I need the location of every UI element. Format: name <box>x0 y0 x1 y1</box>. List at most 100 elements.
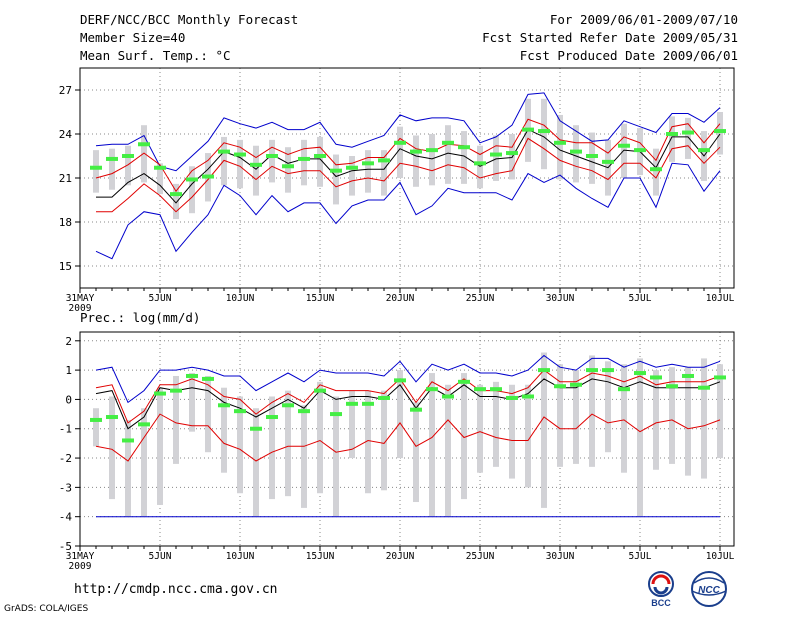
prec-ensemble-box <box>701 358 707 479</box>
temp-y-tick-label: 21 <box>59 172 72 185</box>
temp-x-tick-label: 31MAY <box>66 293 95 304</box>
temp-ensemble-box <box>445 125 451 184</box>
temp-ensemble-box <box>381 150 387 196</box>
prec-y-tick-label: -1 <box>59 423 72 436</box>
forecast-period: For 2009/06/01-2009/07/10 <box>549 12 738 27</box>
prec-ensemble-box <box>141 408 147 517</box>
temp-observed-mark <box>378 158 390 163</box>
prec-observed-mark <box>490 387 502 392</box>
prec-observed-mark <box>170 388 182 393</box>
temp-ensemble-box <box>589 132 595 184</box>
forecast-start-date: Fcst Started Refer Date 2009/05/31 <box>482 30 738 45</box>
prec-observed-mark <box>250 426 262 431</box>
temp-ensemble-box <box>685 117 691 159</box>
prec-observed-mark <box>282 403 294 408</box>
temp-observed-mark <box>330 168 342 173</box>
prec-observed-mark <box>538 368 550 373</box>
prec-x-tick-label: 10JUN <box>226 551 255 562</box>
temp-observed-mark <box>90 165 102 170</box>
prec-observed-mark <box>570 382 582 387</box>
prec-x-tick-label: 30JUN <box>546 551 575 562</box>
prec-y-tick-label: -4 <box>59 511 73 524</box>
prec-ensemble-box <box>573 370 579 464</box>
prec-x-year-label: 2009 <box>69 561 92 572</box>
ncc-logo-icon: NCC <box>691 571 727 607</box>
prec-ensemble-box <box>557 364 563 467</box>
temp-ensemble-box <box>253 145 259 196</box>
prec-ensemble-box <box>125 419 131 517</box>
grads-credit: GrADS: COLA/IGES <box>4 604 89 614</box>
prec-ensemble-box <box>269 396 275 500</box>
temp-observed-mark <box>250 162 262 167</box>
temp-ensemble-box <box>269 139 275 183</box>
temp-observed-mark <box>458 145 470 150</box>
temp-y-tick-label: 15 <box>59 260 72 273</box>
temp-observed-mark <box>490 152 502 157</box>
member-size-label: Member Size=40 <box>80 30 186 45</box>
temp-ensemble-box <box>461 131 467 184</box>
temp-observed-mark <box>218 149 230 154</box>
temp-ensemble-box <box>317 136 323 187</box>
temp-observed-mark <box>698 148 710 153</box>
prec-y-tick-label: 1 <box>65 364 72 377</box>
prec-observed-mark <box>586 368 598 373</box>
prec-observed-mark <box>394 378 406 383</box>
prec-x-tick-label: 31MAY <box>66 551 95 562</box>
prec-observed-mark <box>218 403 230 408</box>
prec-observed-mark <box>474 387 486 392</box>
temp-ensemble-box <box>717 112 723 155</box>
prec-observed-mark <box>154 391 166 396</box>
prec-ensemble-box <box>637 358 643 517</box>
temp-ensemble-box <box>541 98 547 170</box>
prec-ensemble-box <box>109 396 115 500</box>
prec-ensemble-box <box>477 384 483 473</box>
prec-x-tick-label: 25JUN <box>466 551 495 562</box>
prec-series-mean <box>95 378 721 430</box>
temp-observed-mark <box>122 154 134 158</box>
prec-observed-mark <box>362 401 374 406</box>
bcc-logo-icon: BCC <box>648 571 674 608</box>
temp-y-tick-label: 27 <box>59 84 72 97</box>
temp-observed-mark <box>554 140 566 145</box>
temp-observed-mark <box>362 161 374 166</box>
prec-ensemble-box <box>509 384 515 479</box>
prec-series-lower <box>95 413 721 462</box>
prec-ensemble-box <box>301 405 307 508</box>
temp-series-lower <box>96 137 721 213</box>
prec-y-tick-label: 2 <box>65 335 72 348</box>
prec-observed-mark <box>314 388 326 393</box>
temp-observed-mark <box>138 142 150 147</box>
temp-ensemble-box <box>557 114 563 180</box>
prec-observed-mark <box>666 384 678 389</box>
prec-observed-mark <box>714 375 726 380</box>
temp-ensemble-box <box>349 156 355 196</box>
prec-panel-title: Prec.: log(mm/d) <box>80 310 200 325</box>
prec-ensemble-box <box>205 375 211 453</box>
temp-x-tick-label: 10JUN <box>226 293 255 304</box>
temp-observed-mark <box>314 154 326 158</box>
prec-observed-mark <box>506 395 518 400</box>
temp-ensemble-box <box>125 145 131 186</box>
prec-observed-mark <box>618 387 630 392</box>
forecast-produced-date: Fcst Produced Date 2009/06/01 <box>519 48 738 63</box>
temp-ensemble-box <box>301 139 307 186</box>
prec-observed-mark <box>698 385 710 390</box>
temp-observed-mark <box>522 127 534 132</box>
prec-observed-mark <box>202 376 214 381</box>
prec-observed-mark <box>634 371 646 376</box>
prec-observed-mark <box>90 417 102 422</box>
prec-observed-mark <box>442 394 454 399</box>
prec-observed-mark <box>330 412 342 417</box>
prec-ensemble-box <box>621 364 627 473</box>
prec-plot-frame <box>79 331 735 547</box>
source-url[interactable]: http://cmdp.ncc.cma.gov.cn <box>74 582 278 597</box>
prec-ensemble-box <box>605 361 611 453</box>
temp-y-tick-label: 24 <box>59 128 73 141</box>
temp-observed-mark <box>410 149 422 154</box>
prec-observed-mark <box>186 373 198 378</box>
temp-x-tick-label: 20JUN <box>386 293 415 304</box>
temp-observed-mark <box>618 143 630 148</box>
temp-observed-mark <box>666 132 678 136</box>
temp-observed-mark <box>426 148 438 153</box>
temp-observed-mark <box>538 129 550 134</box>
